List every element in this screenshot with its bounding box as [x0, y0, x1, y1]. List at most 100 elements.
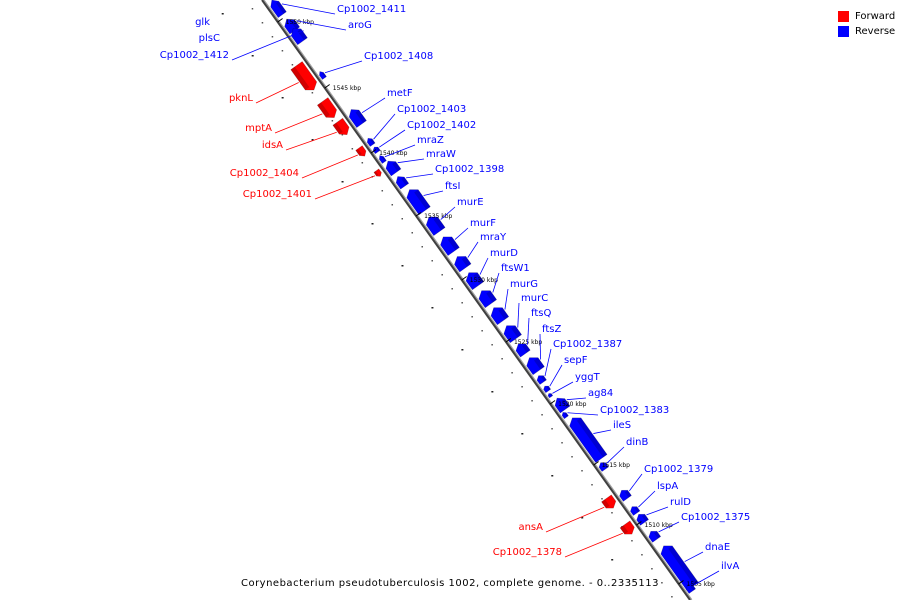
gene-feature-mraz — [378, 155, 387, 164]
gene-label-cp1002-1401: Cp1002_1401 — [243, 189, 312, 200]
gene-feature-cp1002-1412 — [290, 27, 308, 46]
gene-label-murf: murF — [470, 218, 496, 229]
gene-label-ruld: rulD — [670, 497, 691, 508]
gene-label-murg: murG — [510, 279, 538, 290]
gene-leader-dnae — [684, 551, 704, 562]
gene-label-dinb: dinB — [626, 437, 648, 448]
gene-shade-ftsw1 — [486, 290, 497, 303]
gene-feature-cp1002-1403 — [366, 137, 376, 147]
gene-shade-mure — [433, 216, 446, 231]
gene-label-cp1002-1387: Cp1002_1387 — [553, 339, 622, 350]
gene-label-cp1002-1411: Cp1002_1411 — [337, 4, 406, 15]
gene-label-ftsi: ftsI — [445, 181, 460, 192]
gene-shade-ftsi — [414, 189, 431, 210]
tick-label-1510-kbp: 1510 kbp — [645, 522, 673, 529]
gene-leader-yggt — [552, 381, 574, 394]
gene-leader-cp1002-1401 — [314, 175, 376, 200]
gene-leader-iles — [593, 429, 612, 434]
gene-label-ftsq: ftsQ — [531, 308, 551, 319]
gene-shade-cp1002-1401 — [373, 171, 379, 177]
gene-feature-ftsq — [515, 343, 531, 358]
gene-label-ansa: ansA — [518, 522, 543, 533]
gene-leader-mure — [440, 206, 456, 220]
gene-label-cp1002-1378: Cp1002_1378 — [493, 547, 562, 558]
gene-label-cp1002-1379: Cp1002_1379 — [644, 464, 713, 475]
gene-leader-sepf — [549, 364, 563, 387]
gene-feature-sepf — [543, 385, 552, 394]
gene-shade-cp1002-1378 — [620, 525, 629, 535]
gene-label-mraw: mraW — [426, 149, 456, 160]
gene-shade-mraz — [381, 156, 387, 162]
legend-reverse: Reverse — [838, 25, 895, 37]
gene-leader-metf — [361, 97, 386, 114]
gene-label-idsa: idsA — [262, 140, 283, 151]
gene-feature-dinb — [598, 462, 609, 472]
tick-mark-1550-kbp — [277, 18, 283, 23]
gene-shade-pknl — [290, 66, 310, 91]
gene-label-cp1002-1383: Cp1002_1383 — [600, 405, 669, 416]
gene-shade-ansa — [601, 499, 610, 509]
gene-label-cp1002-1375: Cp1002_1375 — [681, 512, 750, 523]
gene-shade-yggt — [550, 393, 553, 397]
gene-features — [270, 0, 699, 594]
gene-leader-cp1002-1378 — [564, 532, 623, 558]
gene-leader-cp1002-1383 — [567, 412, 599, 416]
gene-leader-ag84 — [566, 397, 587, 401]
gene-leader-pknl — [255, 82, 299, 104]
gene-feature-murf — [440, 236, 460, 257]
gene-shade-iles — [576, 417, 608, 458]
gene-label-iles: ileS — [613, 420, 631, 431]
gene-leader-murd — [479, 257, 489, 275]
gene-feature-murd — [465, 272, 485, 291]
gene-feature-ag84 — [554, 397, 571, 414]
tick-mark-1540-kbp — [370, 149, 377, 154]
gene-leader-lspa — [638, 490, 656, 508]
gene-label-ftsw1: ftsW1 — [501, 263, 530, 274]
gene-feature-iles — [569, 417, 608, 464]
gene-labels: Cp1002_1411 aroG glk plsC Cp1002_1412 Cp1002_… — [160, 3, 750, 586]
gene-leader-cp1002-1402 — [379, 129, 406, 148]
gene-label-cp1002-1403: Cp1002_1403 — [397, 104, 466, 115]
gene-feature-lspa — [630, 506, 641, 516]
gene-shade-lspa — [634, 506, 640, 513]
gene-leader-ruld — [646, 506, 669, 516]
gene-label-yggt: yggT — [575, 372, 601, 383]
tick-label-1520-kbp: 1520 kbp — [558, 401, 586, 408]
tick-mark-1535-kbp — [415, 212, 422, 217]
gene-label-murc: murC — [521, 293, 548, 304]
gene-feature-ftsw1 — [478, 290, 498, 309]
gene-label-mure: murE — [457, 197, 484, 208]
tick-mark-1520-kbp — [549, 400, 556, 405]
gene-shade-mpta — [317, 102, 330, 118]
gene-shade-murf — [447, 236, 460, 251]
gene-leader-ftsq — [527, 317, 530, 345]
gene-label-metf: metF — [387, 88, 413, 99]
gene-leader-ftsw1 — [492, 272, 500, 293]
gene-label-cp1002-1412: Cp1002_1412 — [160, 50, 229, 61]
gene-label-murd: murD — [490, 248, 518, 259]
gene-feature-cp1002-1378 — [619, 520, 635, 535]
gene-feature-arog — [284, 18, 301, 35]
gene-label-dnae: dnaE — [705, 542, 730, 553]
gene-leader-mraz — [384, 144, 416, 158]
gene-feature-yggt — [547, 393, 554, 399]
gene-shade-cp1002-1383 — [564, 412, 569, 417]
gene-feature-ansa — [601, 494, 617, 509]
tick-mark-1545-kbp — [324, 84, 330, 89]
legend-forward-label: Forward — [855, 10, 896, 22]
gene-label-ilva: ilvA — [721, 561, 739, 572]
tick-label-1525-kbp: 1525 kbp — [514, 339, 542, 346]
gene-shade-arog — [290, 19, 300, 30]
gene-shade-dinb — [603, 462, 609, 469]
gene-feature-murc — [503, 325, 523, 344]
gene-leader-cp1002-1379 — [629, 473, 643, 492]
gene-leader-ftsi — [423, 190, 444, 196]
gene-leader-cp1002-1412 — [231, 30, 304, 61]
gene-feature-mray — [454, 256, 472, 273]
gene-leader-idsa — [285, 131, 337, 151]
gene-label-ftsz: ftsZ — [542, 324, 561, 335]
tick-label-1535-kbp: 1535 kbp — [424, 213, 452, 220]
gene-shade-cp1002-1398 — [401, 176, 409, 186]
tick-mark-1525-kbp — [505, 338, 512, 343]
